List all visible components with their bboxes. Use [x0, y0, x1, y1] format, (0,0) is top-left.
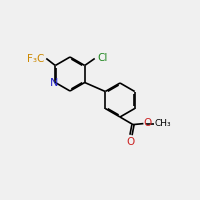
Text: F₃C: F₃C [27, 53, 45, 64]
Text: O: O [126, 137, 134, 147]
Text: CH₃: CH₃ [155, 119, 171, 128]
Text: O: O [144, 118, 152, 128]
Text: N: N [49, 77, 58, 88]
Text: Cl: Cl [97, 53, 107, 63]
